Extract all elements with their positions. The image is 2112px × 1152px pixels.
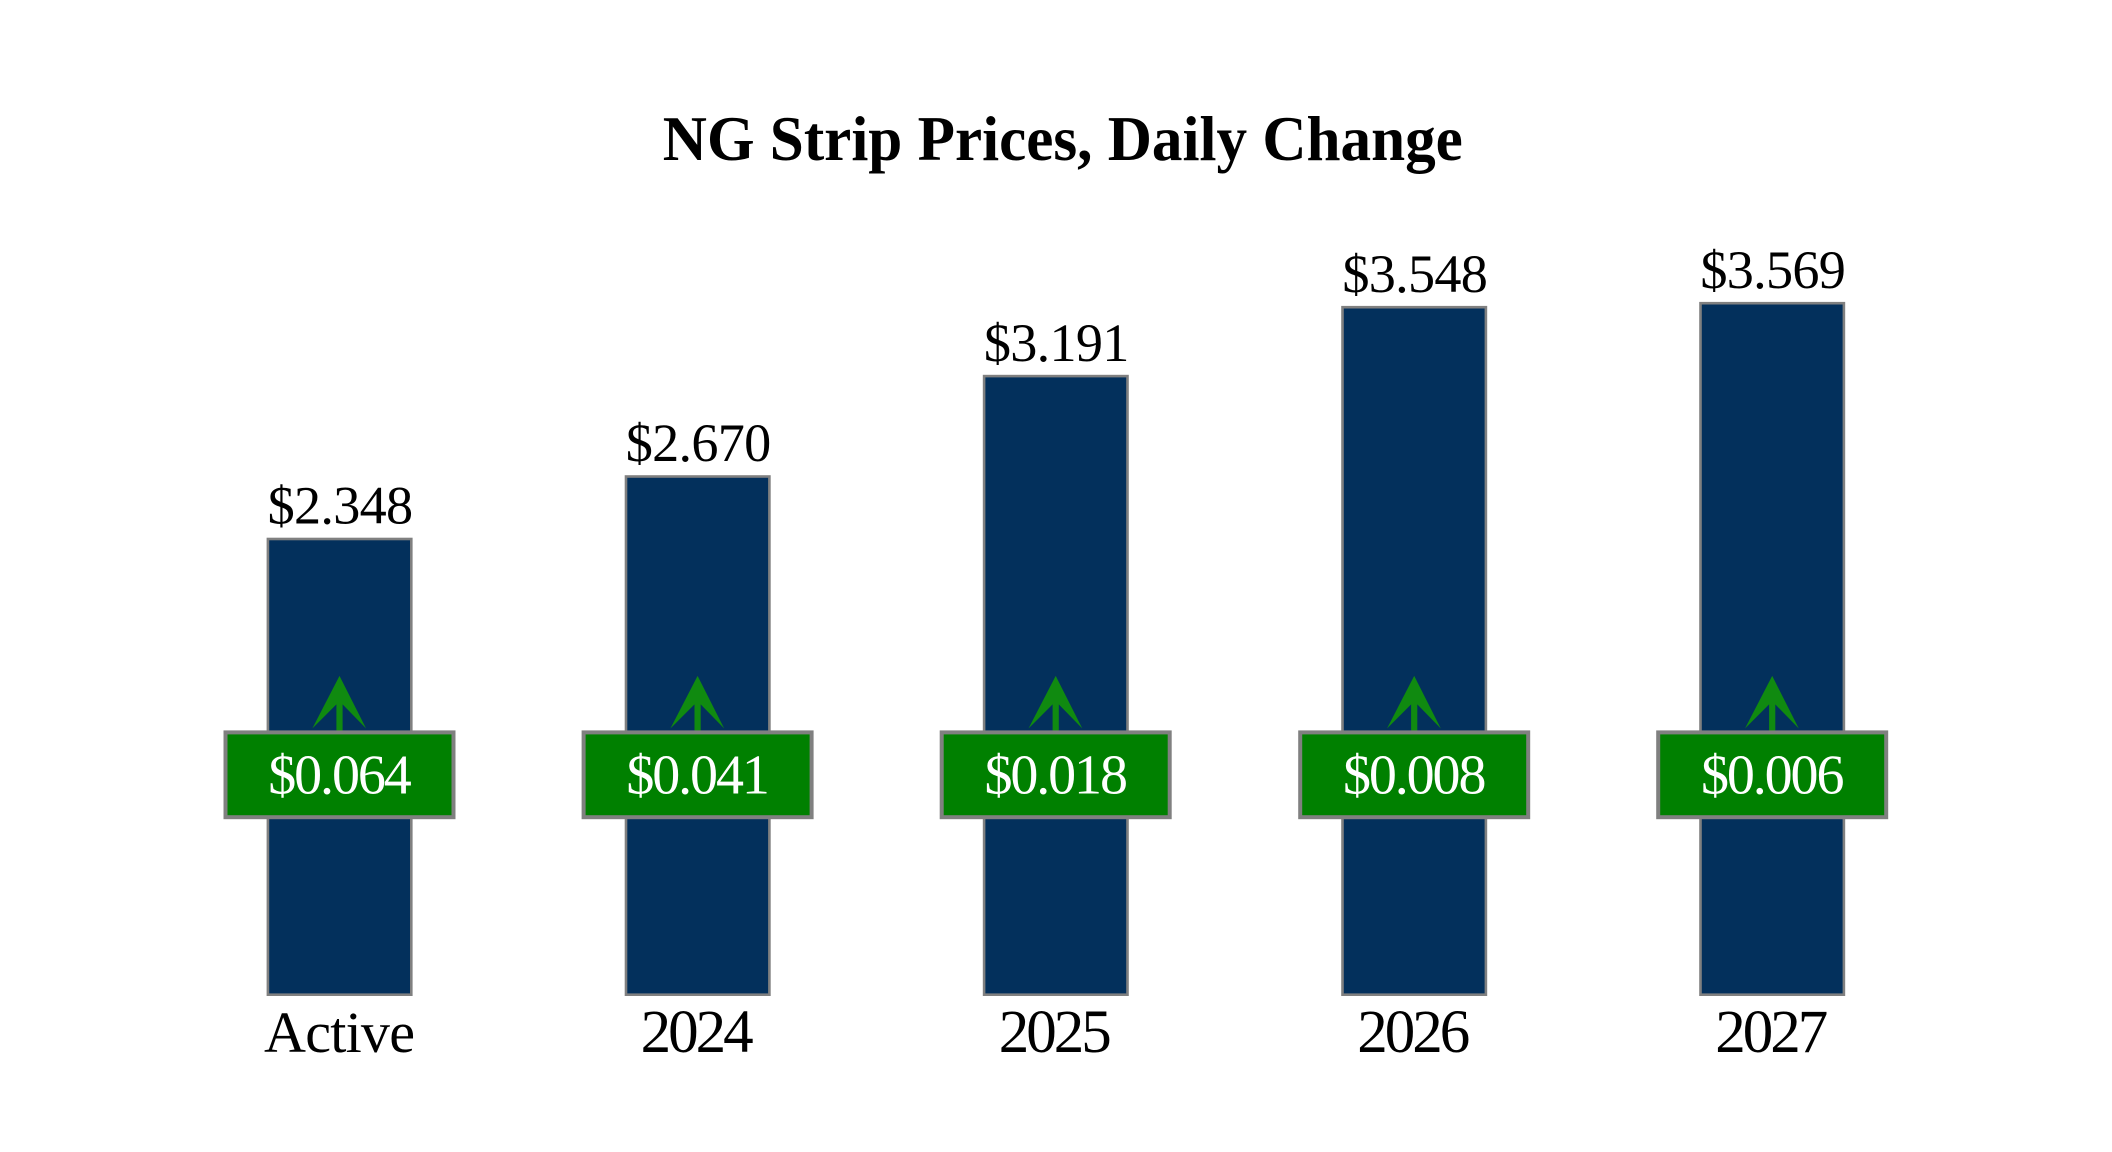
svg-text:$3.191: $3.191 xyxy=(984,313,1130,373)
svg-text:$3.548: $3.548 xyxy=(1342,244,1488,304)
svg-text:2026: 2026 xyxy=(1357,999,1470,1066)
svg-text:2024: 2024 xyxy=(641,999,754,1066)
svg-text:2025: 2025 xyxy=(999,999,1112,1066)
svg-text:$0.064: $0.064 xyxy=(268,744,412,806)
svg-text:$0.041: $0.041 xyxy=(626,744,770,806)
svg-text:2027: 2027 xyxy=(1715,999,1828,1066)
svg-text:Active: Active xyxy=(264,1000,415,1065)
svg-text:$2.670: $2.670 xyxy=(626,413,772,473)
svg-text:$0.006: $0.006 xyxy=(1701,744,1845,806)
svg-text:$0.018: $0.018 xyxy=(984,744,1128,806)
svg-text:NG Strip Prices, Daily Change: NG Strip Prices, Daily Change xyxy=(663,103,1463,174)
svg-text:$3.569: $3.569 xyxy=(1700,240,1846,300)
svg-text:$0.008: $0.008 xyxy=(1343,744,1487,806)
svg-text:$2.348: $2.348 xyxy=(268,476,414,536)
